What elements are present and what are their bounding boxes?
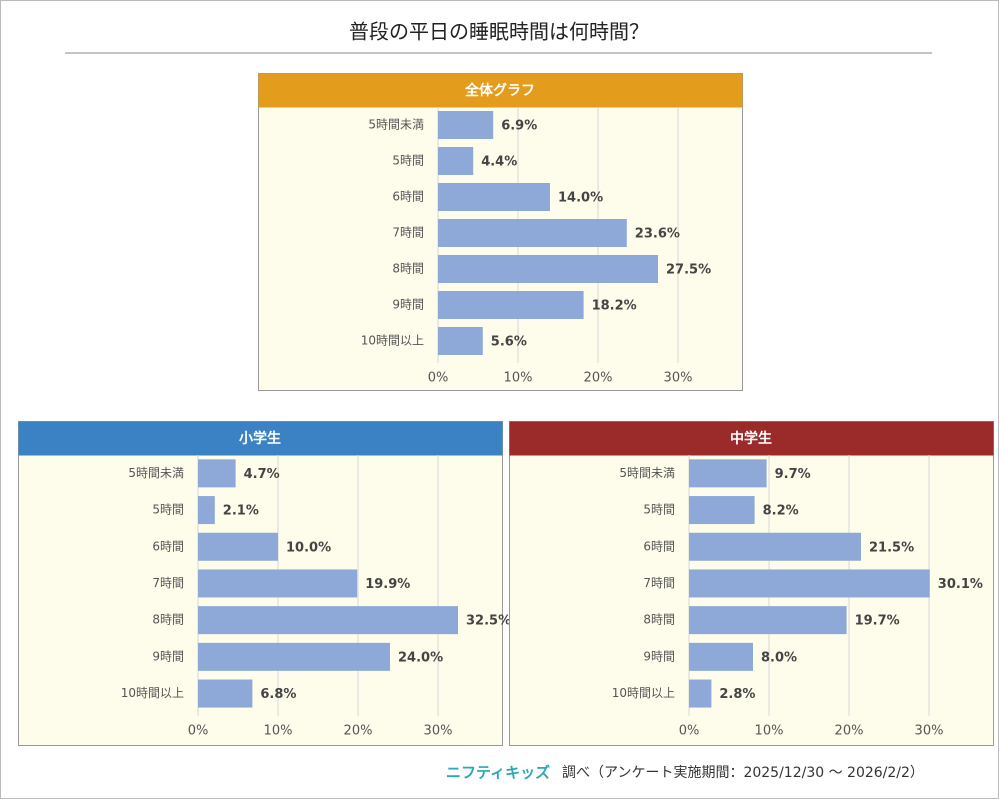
- bar: [438, 183, 550, 211]
- bar: [198, 642, 390, 671]
- data-label: 27.5%: [666, 263, 711, 278]
- data-label: 2.1%: [223, 504, 259, 519]
- x-tick-label: 10%: [755, 724, 784, 739]
- y-tick-label: 6時間: [392, 190, 424, 204]
- bar: [198, 496, 215, 525]
- bar: [198, 569, 358, 598]
- bar: [689, 679, 712, 708]
- y-tick-label: 6時間: [643, 539, 675, 553]
- page-title: 普段の平日の睡眠時間は何時間？: [349, 20, 649, 44]
- bar: [438, 219, 627, 247]
- bar: [198, 606, 458, 635]
- footer-brand: ニフティキッズ: [446, 764, 550, 782]
- chart-header: [509, 421, 994, 456]
- y-tick-label: 5時間未満: [128, 466, 184, 480]
- y-tick-label: 7時間: [392, 226, 424, 240]
- y-tick-label: 8時間: [643, 613, 675, 627]
- y-tick-label: 10時間以上: [612, 686, 675, 700]
- y-tick-label: 5時間: [152, 503, 184, 517]
- x-tick-label: 30%: [664, 371, 693, 386]
- data-label: 8.2%: [763, 504, 799, 519]
- chart-title: 全体グラフ: [464, 82, 535, 99]
- bar: [198, 679, 253, 708]
- bar: [689, 569, 930, 598]
- x-tick-label: 10%: [504, 371, 533, 386]
- data-label: 23.6%: [635, 227, 680, 242]
- chart-header: [18, 421, 503, 456]
- data-label: 30.1%: [938, 577, 983, 592]
- data-label: 14.0%: [558, 191, 603, 206]
- bar: [689, 606, 847, 635]
- y-tick-label: 6時間: [152, 539, 184, 553]
- bar: [438, 147, 474, 175]
- bar: [438, 111, 494, 139]
- data-label: 9.7%: [775, 467, 811, 482]
- data-label: 4.7%: [244, 467, 280, 482]
- footer-text: 調べ（アンケート実施期間：2025/12/30 ～ 2026/2/2）: [562, 765, 924, 781]
- y-tick-label: 9時間: [643, 649, 675, 663]
- data-label: 4.4%: [481, 155, 517, 170]
- chart-title: 中学生: [730, 430, 772, 447]
- bar: [689, 532, 861, 561]
- y-tick-label: 10時間以上: [121, 686, 184, 700]
- x-tick-label: 0%: [428, 371, 449, 386]
- y-tick-label: 5時間: [392, 154, 424, 168]
- x-tick-label: 20%: [344, 724, 373, 739]
- y-tick-label: 7時間: [152, 576, 184, 590]
- data-label: 19.7%: [855, 614, 900, 629]
- x-tick-label: 20%: [584, 371, 613, 386]
- bar: [198, 459, 236, 488]
- y-tick-label: 7時間: [643, 576, 675, 590]
- data-label: 2.8%: [719, 687, 755, 702]
- y-tick-label: 8時間: [152, 613, 184, 627]
- x-tick-label: 30%: [915, 724, 944, 739]
- data-label: 8.0%: [761, 650, 797, 665]
- chart-title: 小学生: [239, 430, 281, 447]
- x-tick-label: 30%: [424, 724, 453, 739]
- data-label: 5.6%: [491, 335, 527, 350]
- data-label: 21.5%: [869, 540, 914, 555]
- bar: [689, 496, 755, 525]
- y-tick-label: 5時間: [643, 503, 675, 517]
- y-tick-label: 10時間以上: [361, 334, 424, 348]
- bar: [438, 291, 584, 319]
- x-tick-label: 20%: [835, 724, 864, 739]
- data-label: 10.0%: [286, 540, 331, 555]
- bar: [438, 327, 483, 355]
- data-label: 18.2%: [592, 299, 637, 314]
- x-tick-label: 0%: [188, 724, 209, 739]
- chart-header: [258, 73, 743, 108]
- x-tick-label: 0%: [679, 724, 700, 739]
- data-label: 32.5%: [466, 614, 511, 629]
- data-label: 6.8%: [260, 687, 296, 702]
- data-label: 19.9%: [365, 577, 410, 592]
- bar: [438, 255, 658, 283]
- y-tick-label: 8時間: [392, 262, 424, 276]
- bar: [198, 532, 278, 561]
- y-tick-label: 5時間未満: [368, 118, 424, 132]
- x-tick-label: 10%: [264, 724, 293, 739]
- bar: [689, 642, 753, 671]
- y-tick-label: 9時間: [392, 298, 424, 312]
- y-tick-label: 9時間: [152, 649, 184, 663]
- data-label: 6.9%: [501, 119, 537, 134]
- data-label: 24.0%: [398, 650, 443, 665]
- bar: [689, 459, 767, 488]
- y-tick-label: 5時間未満: [619, 466, 675, 480]
